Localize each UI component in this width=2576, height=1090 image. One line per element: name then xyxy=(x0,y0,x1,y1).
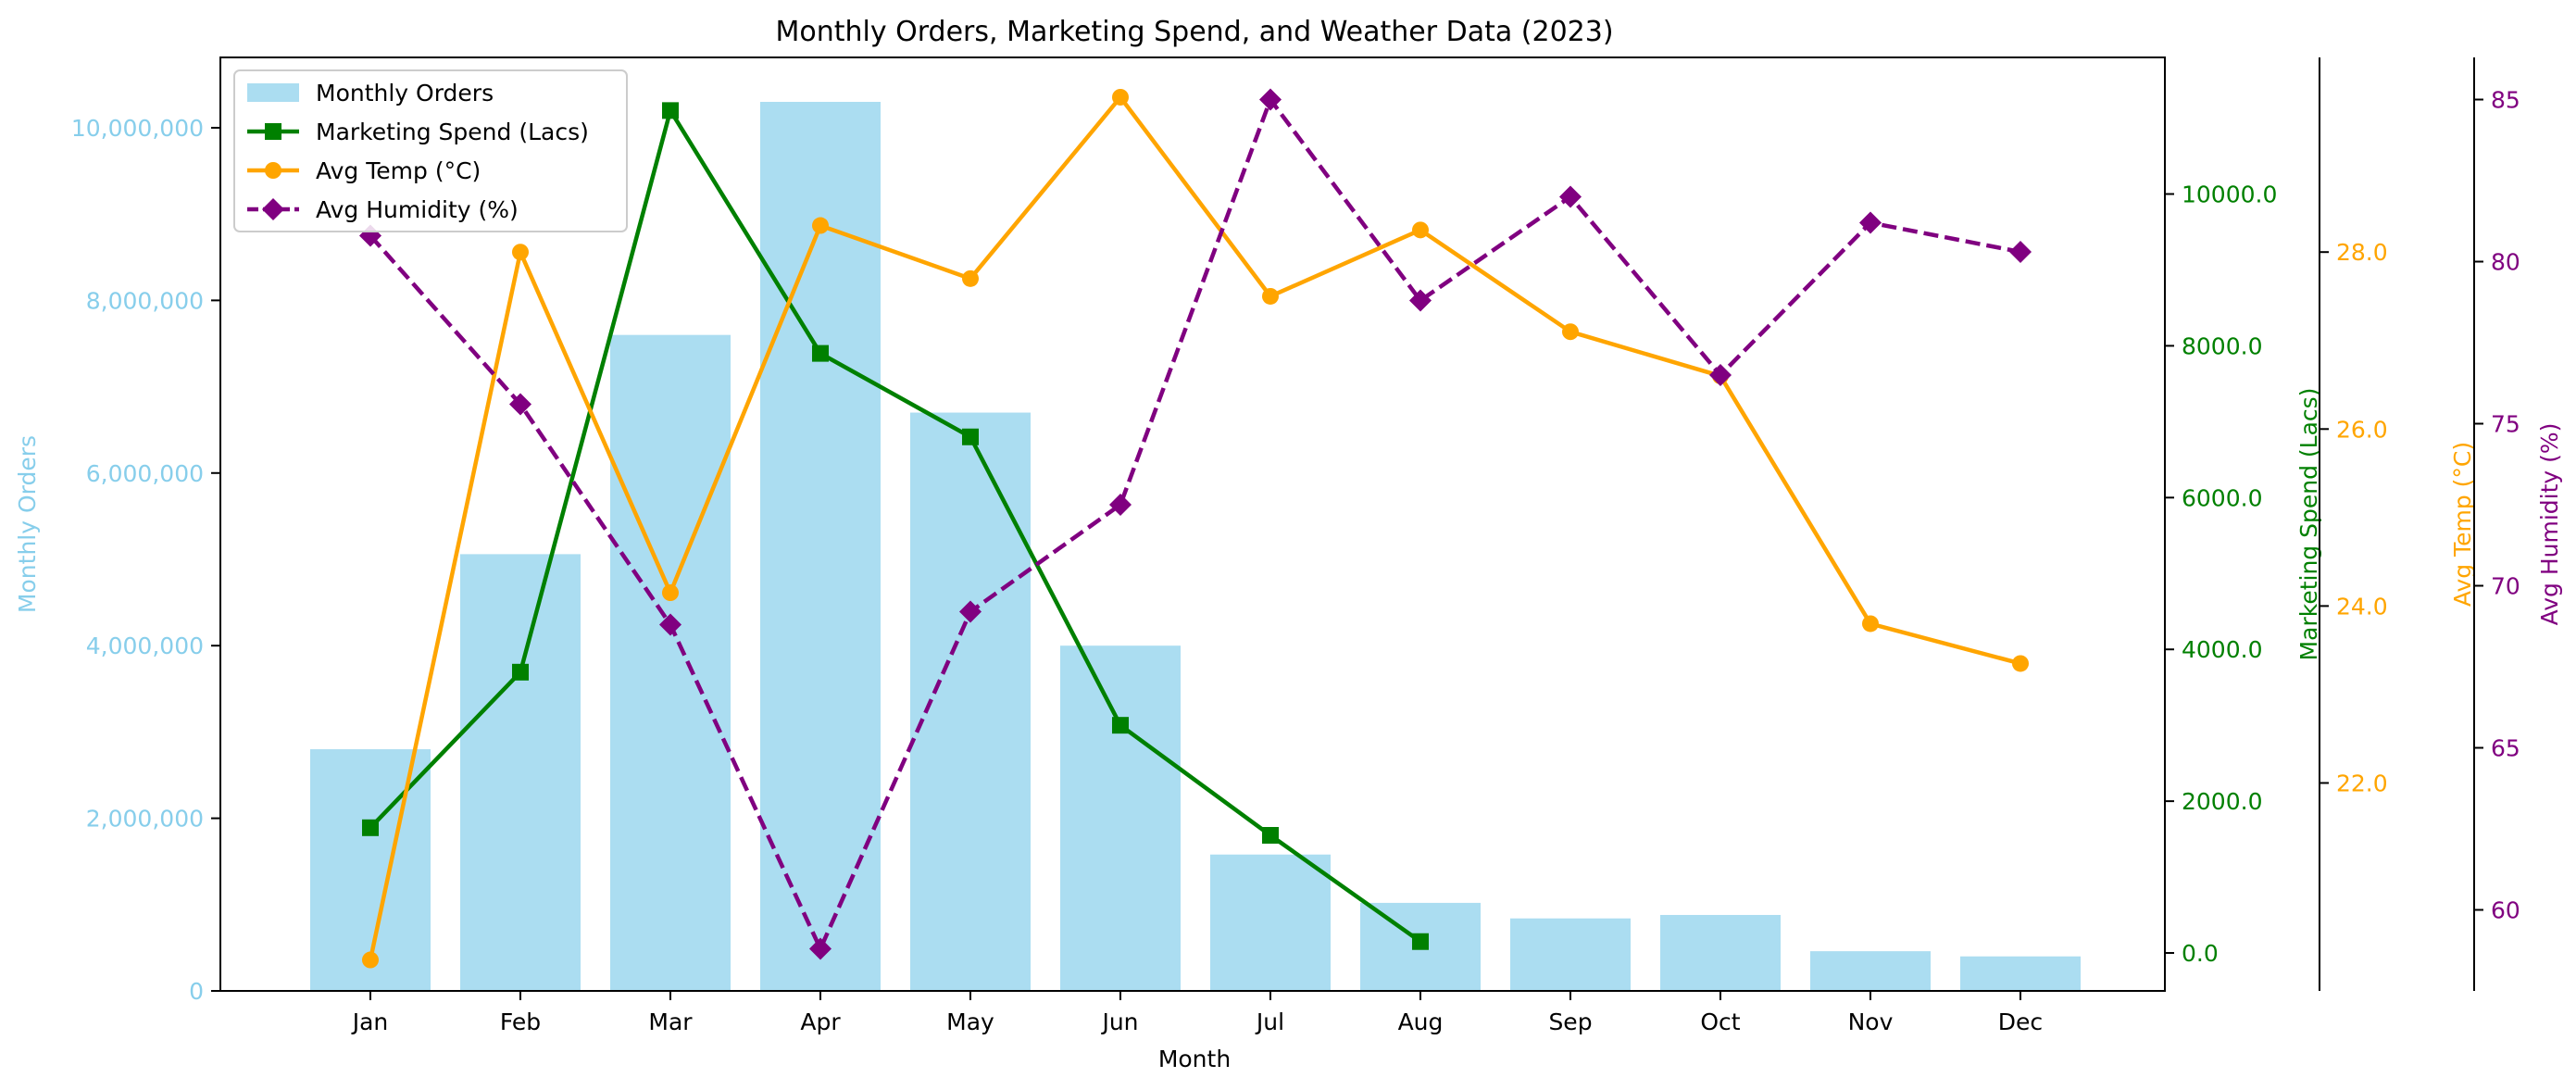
bar-sep xyxy=(1510,918,1631,991)
x-tick-label: Jun xyxy=(1100,1009,1138,1035)
temp-axis-label: Avg Temp (°C) xyxy=(2449,442,2476,607)
point-avg-humidity-feb xyxy=(509,393,531,416)
spend-tick-label: 4000.0 xyxy=(2182,636,2262,663)
point-avg-humidity-nov xyxy=(1859,211,1882,234)
point-marketing-spend-lacs-may xyxy=(962,428,979,445)
bar-dec xyxy=(1960,956,2081,991)
legend-marker-avg-temp-c xyxy=(265,162,281,179)
lines-group xyxy=(359,88,2032,969)
point-avg-temp-c-may xyxy=(962,269,979,287)
point-avg-temp-c-nov xyxy=(1862,615,1879,633)
point-avg-temp-c-jan xyxy=(362,951,379,969)
point-marketing-spend-lacs-feb xyxy=(512,663,529,681)
bar-mar xyxy=(610,334,731,991)
legend-label-avg-temp-c: Avg Temp (°C) xyxy=(316,157,481,184)
orders-tick-label: 6,000,000 xyxy=(86,460,204,487)
line-avg-temp-c xyxy=(368,94,2021,961)
point-avg-temp-c-feb xyxy=(512,244,529,261)
point-marketing-spend-lacs-mar xyxy=(662,102,679,119)
axes-group: Jan Feb Mar Apr May Jun Jul Aug Sep Oct Nov Dec 0 2,0… xyxy=(14,57,2563,1035)
legend-label-avg-humidity: Avg Humidity (%) xyxy=(316,196,519,223)
temp-tick-label: 28.0 xyxy=(2336,239,2388,266)
bar-jul xyxy=(1210,854,1331,991)
x-tick-label: Apr xyxy=(800,1009,841,1035)
x-tick-label: Dec xyxy=(1998,1009,2043,1035)
x-tick-label: Jul xyxy=(1255,1009,1284,1035)
point-marketing-spend-lacs-jul xyxy=(1262,827,1279,844)
point-avg-humidity-mar xyxy=(659,613,682,636)
bar-feb xyxy=(460,554,581,991)
bars-group xyxy=(310,102,2081,992)
chart-title: Monthly Orders, Marketing Spend, and Wea… xyxy=(775,16,1613,48)
legend-marker-avg-humidity xyxy=(262,198,284,220)
point-marketing-spend-lacs-jun xyxy=(1112,717,1129,734)
spend-tick-label: 6000.0 xyxy=(2182,484,2262,511)
point-avg-humidity-apr xyxy=(809,937,832,960)
x-tick-label: May xyxy=(946,1009,994,1035)
bar-apr xyxy=(760,102,881,991)
point-avg-humidity-may xyxy=(959,600,982,623)
orders-tick-label: 8,000,000 xyxy=(86,287,204,314)
bar-nov xyxy=(1810,951,1931,991)
legend: Monthly Orders Marketing Spend (Lacs) Avg … xyxy=(233,69,628,232)
x-tick-label: Jan xyxy=(351,1009,389,1035)
line-marketing-spend-lacs xyxy=(369,108,1422,944)
spend-tick-label: 8000.0 xyxy=(2182,332,2262,359)
point-avg-humidity-jul xyxy=(1259,88,1282,111)
point-marketing-spend-lacs-aug xyxy=(1412,933,1429,950)
x-tick-label: Feb xyxy=(500,1009,541,1035)
legend-swatch-monthly-orders xyxy=(247,83,299,102)
point-avg-temp-c-dec xyxy=(2012,655,2029,672)
x-tick-label: Sep xyxy=(1548,1009,1592,1035)
x-tick-label: Aug xyxy=(1398,1009,1444,1035)
orders-tick-label: 4,000,000 xyxy=(86,633,204,659)
humidity-tick-label: 65 xyxy=(2491,735,2520,762)
orders-tick-label: 10,000,000 xyxy=(71,115,204,142)
orders-axis-label: Monthly Orders xyxy=(14,435,41,613)
point-avg-temp-c-mar xyxy=(662,584,679,602)
spend-tick-label: 10000.0 xyxy=(2182,182,2277,208)
line-avg-humidity xyxy=(369,97,2021,951)
spend-tick-label: 2000.0 xyxy=(2182,788,2262,815)
point-avg-humidity-dec xyxy=(2009,241,2032,263)
point-avg-temp-c-sep xyxy=(1562,323,1579,341)
humidity-tick-label: 60 xyxy=(2491,897,2520,924)
plot-border xyxy=(219,56,2166,992)
temp-tick-label: 24.0 xyxy=(2336,593,2388,620)
point-avg-temp-c-apr xyxy=(812,217,829,234)
point-avg-temp-c-jul xyxy=(1262,287,1279,305)
plot-frame xyxy=(219,56,2166,992)
x-tick-label: Nov xyxy=(1848,1009,1894,1035)
point-avg-temp-c-jun xyxy=(1112,88,1129,106)
x-tick-label: Mar xyxy=(648,1009,693,1035)
humidity-axis-label: Avg Humidity (%) xyxy=(2536,423,2563,626)
humidity-tick-label: 85 xyxy=(2491,87,2520,114)
legend-marker-marketing-spend-lacs xyxy=(265,123,281,140)
point-marketing-spend-lacs-jan xyxy=(362,819,379,836)
point-marketing-spend-lacs-apr xyxy=(812,345,829,362)
orders-tick-label: 0 xyxy=(189,978,204,1005)
bar-jun xyxy=(1060,645,1181,991)
spend-axis-label: Marketing Spend (Lacs) xyxy=(2295,388,2322,661)
x-tick-label: Oct xyxy=(1700,1009,1740,1035)
point-avg-humidity-aug xyxy=(1409,289,1432,312)
legend-label-monthly-orders: Monthly Orders xyxy=(316,80,494,106)
point-avg-humidity-sep xyxy=(1559,185,1582,208)
humidity-tick-label: 80 xyxy=(2491,249,2520,276)
legend-box xyxy=(233,69,628,232)
humidity-tick-label: 70 xyxy=(2491,573,2520,600)
x-axis-label: Month xyxy=(1158,1046,1231,1072)
spend-tick-label: 0.0 xyxy=(2182,940,2219,967)
point-avg-temp-c-aug xyxy=(1412,221,1429,239)
temp-tick-label: 26.0 xyxy=(2336,416,2388,443)
point-avg-humidity-jun xyxy=(1109,494,1132,516)
orders-tick-label: 2,000,000 xyxy=(86,806,204,833)
humidity-tick-label: 75 xyxy=(2491,411,2520,438)
temp-tick-label: 22.0 xyxy=(2336,770,2388,796)
bar-oct xyxy=(1660,914,1781,991)
point-avg-humidity-oct xyxy=(1709,364,1732,386)
legend-label-marketing-spend-lacs: Marketing Spend (Lacs) xyxy=(316,119,589,145)
